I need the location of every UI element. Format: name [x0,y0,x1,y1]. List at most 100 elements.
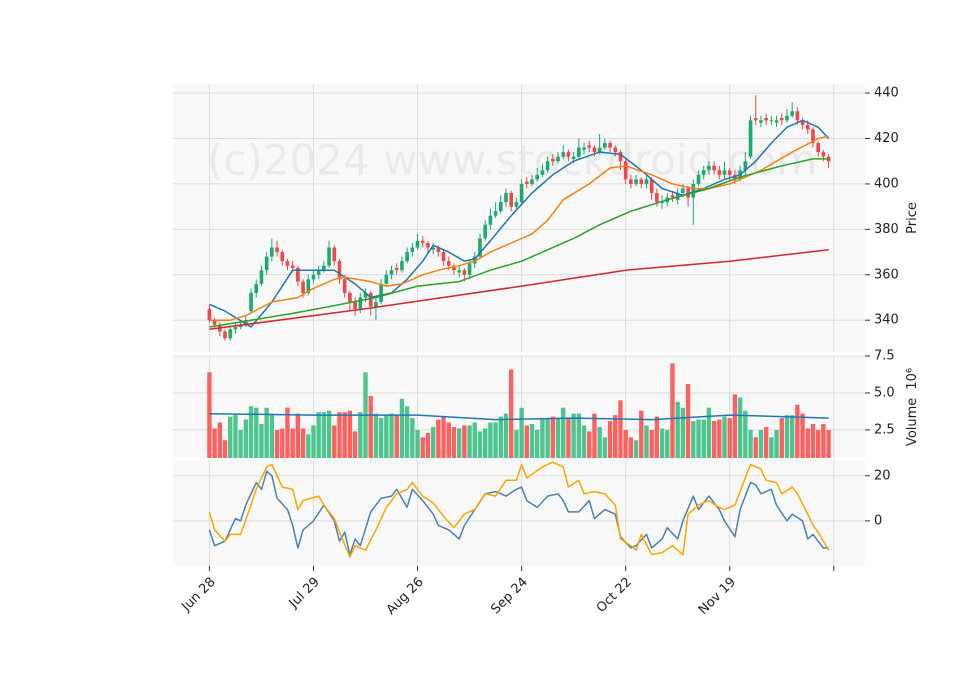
candle-body [524,181,529,184]
candle-body [478,238,482,257]
candle-body [228,329,233,339]
candle-body [415,240,420,248]
candle-body [322,265,326,271]
candle-body [769,120,774,122]
candle-body [623,161,628,180]
candle-body [457,270,461,273]
volume-bar [399,398,405,458]
candle-body [691,183,696,198]
volume-bar [285,407,290,458]
volume-bar [389,413,394,458]
candle-body [332,247,337,262]
candle-body [472,256,477,264]
volume-bar [441,416,446,458]
volume-bar [482,428,488,458]
candle-body [545,161,550,171]
y-tick-label: 360 [874,267,899,282]
volume-bar [337,412,342,458]
volume-bar [300,428,306,458]
candle-body [264,256,269,271]
line-series [208,470,829,556]
candle-body [452,265,456,271]
candle-body [431,247,435,250]
volume-bar [722,416,727,458]
line-series [209,158,829,328]
candle-body [296,267,300,282]
candle-body [670,195,675,198]
candle-body [748,120,753,157]
volume-bar [222,440,228,458]
volume-bar [254,407,259,458]
candle-body [389,270,394,275]
candle-body [270,247,274,257]
candle-body [483,224,488,239]
candle-body [821,152,826,157]
volume-bar [821,424,826,458]
candle-body [462,270,467,275]
volume-bar [576,413,582,458]
x-tick-label: Aug 26 [384,575,427,618]
candle-body [410,247,415,253]
candle-body [530,179,534,184]
volume-bar [665,429,670,458]
volume-bar [618,400,623,458]
volume-bar [274,429,280,458]
candle-body [275,247,279,253]
volume-bar [743,410,748,458]
volume-bar [451,426,457,458]
volume-bar [696,419,701,458]
y-axis-label-unit: 10⁶ [905,368,920,390]
candle-body [488,215,493,225]
candle-body [655,193,659,203]
volume-bar [217,422,223,458]
candle-body [743,161,748,171]
candle-body [519,183,524,203]
volume-bar [789,415,795,458]
candle-body [280,252,285,262]
candle-body [785,115,789,121]
volume-bar [430,426,436,458]
x-tick-label: Jul 29 [286,575,323,612]
volume-bar [639,410,644,458]
volume-bar [238,429,243,458]
volume-bar [737,397,743,458]
line-series [209,249,829,331]
volume-bar [717,419,722,458]
volume-bar [425,432,431,458]
volume-bar [581,425,587,458]
volume-bar [488,422,493,458]
candle-body [733,174,737,180]
volume-bar [233,415,238,458]
volume-bar [540,418,545,458]
y-tick-label: 420 [874,131,899,146]
volume-bar [566,418,571,458]
candle-body [535,174,540,180]
y-tick-label: 20 [874,468,891,483]
volume-bar [587,431,592,458]
candle-body [311,274,316,280]
volume-bar [352,431,358,458]
candle-body [608,143,612,148]
y-tick-label: 7.5 [874,349,895,364]
volume-bar [514,429,519,458]
volume-bar [384,415,389,458]
volume-bar [795,404,800,458]
candle-body [426,242,430,248]
volume-bar [555,418,561,458]
volume-bar [228,416,233,458]
y-axis-label: Price [905,202,920,234]
candle-body [212,320,217,325]
volume-bar [243,419,249,458]
volume-bar [519,407,524,458]
volume-bar [306,434,311,458]
candle-body [498,202,503,212]
volume-bar [436,419,441,458]
volume-bar [597,426,602,458]
candle-body [660,202,664,203]
candle-body [368,292,373,307]
candle-body [717,170,722,175]
candle-body [634,179,638,184]
candle-body [249,292,253,312]
y-tick-label: 0 [874,513,882,528]
